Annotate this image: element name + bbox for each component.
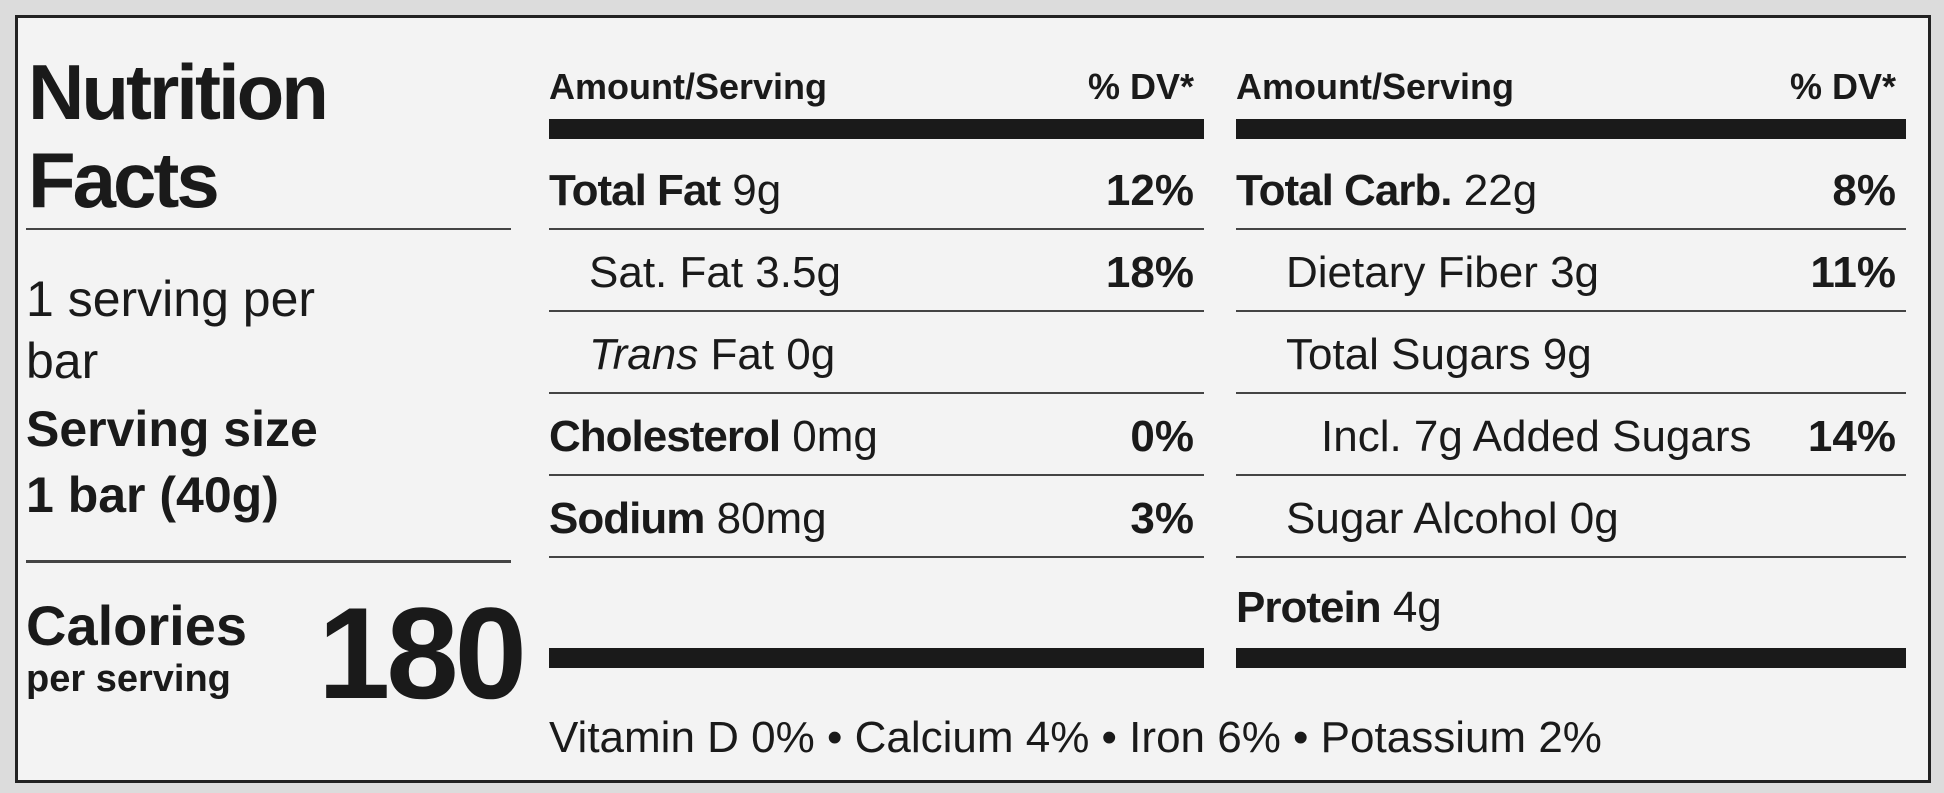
daily-value: 14% (1807, 412, 1896, 461)
nutrient-amount: 80mg (716, 494, 827, 543)
row-divider (549, 392, 1204, 394)
daily-value: 3% (1130, 494, 1194, 543)
daily-value: 8% (1832, 166, 1896, 215)
nutrient-label: Sat. Fat 3.5g (589, 248, 841, 297)
nutrient-label: Dietary Fiber 3g (1286, 248, 1600, 297)
row-divider (549, 556, 1204, 558)
nutrient-row: Dietary Fiber 3g (1286, 248, 1599, 298)
daily-value: 12% (1105, 166, 1194, 215)
row-divider (549, 228, 1204, 230)
nutrient-label: Incl. 7g Added Sugars (1321, 412, 1752, 461)
row-divider (1236, 392, 1906, 394)
daily-value: 18% (1105, 248, 1194, 297)
footer: Vitamin D 0% • Calcium 4% • Iron 6% • Po… (549, 713, 1602, 762)
nutrient-amount: 4g (1392, 583, 1442, 632)
nutrient-row: Incl. 7g Added Sugars (1321, 412, 1752, 462)
nutrient-name-italic: Trans (589, 330, 699, 379)
row-divider (1236, 474, 1906, 476)
nutrient-row: Total Carb. 22g (1236, 166, 1537, 216)
row-divider (1236, 310, 1906, 312)
nutrient-row: Total Fat 9g (549, 166, 781, 216)
calories-sub: per serving (26, 658, 231, 700)
serving-size-label: Serving size (26, 401, 318, 457)
nutrient-row: Trans Fat 0g (589, 330, 835, 380)
nutrient-amount: 22g (1463, 166, 1538, 215)
column-header-dv: % DV* (1789, 66, 1896, 107)
column-header: Amount/Serving (1236, 66, 1515, 107)
column-header-dv: % DV* (1087, 66, 1194, 107)
nutrient-name: Total Fat (549, 166, 721, 215)
row-divider (1236, 228, 1906, 230)
nutrient-row: Sodium 80mg (549, 494, 827, 544)
nutrient-name: Cholesterol (549, 412, 781, 461)
row-divider (549, 310, 1204, 312)
nutrient-label: Sugar Alcohol 0g (1286, 494, 1619, 543)
row-divider (549, 474, 1204, 476)
daily-value: 11% (1810, 248, 1896, 297)
thick-rule (549, 119, 1204, 139)
row-divider (1236, 556, 1906, 558)
nutrition-label: Nutrition Facts 1 serving per bar Servin… (15, 15, 1931, 783)
divider (26, 560, 511, 563)
nutrient-row: Sat. Fat 3.5g (589, 248, 841, 298)
servings: 1 serving per bar (26, 271, 316, 389)
nutrient-row: Total Sugars 9g (1286, 330, 1592, 380)
thick-rule (1236, 119, 1906, 139)
nutrient-name: Sodium (549, 494, 705, 543)
calories-label: Calories (26, 594, 247, 657)
serving-size-value: 1 bar (40g) (26, 467, 279, 523)
nutrient-name: Total Carb. (1236, 166, 1453, 215)
nutrient-label: Total Sugars 9g (1286, 330, 1592, 379)
divider (26, 228, 511, 230)
nutrient-row: Sugar Alcohol 0g (1286, 494, 1619, 544)
thick-rule (549, 648, 1204, 668)
nutrient-name: Protein (1236, 583, 1382, 632)
title: Nutrition Facts (28, 48, 329, 224)
nutrient-row: Protein 4g (1236, 583, 1442, 633)
nutrient-amount: 9g (732, 166, 782, 215)
nutrient-amount: 0mg (792, 412, 878, 461)
daily-value: 0% (1130, 412, 1194, 461)
nutrient-label: Fat 0g (710, 330, 836, 379)
column-header: Amount/Serving (549, 66, 828, 107)
calories-value: 180 (318, 580, 527, 726)
thick-rule (1236, 648, 1906, 668)
nutrient-row: Cholesterol 0mg (549, 412, 878, 462)
